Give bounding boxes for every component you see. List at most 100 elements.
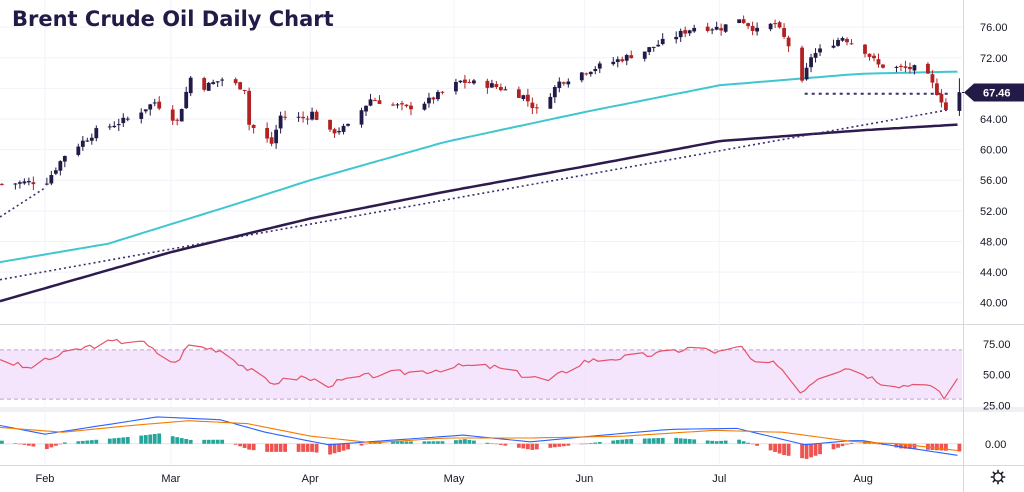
candle	[85, 137, 90, 142]
macd-histogram-bar	[170, 436, 175, 444]
macd-histogram-bar	[337, 443, 341, 452]
macd-histogram-bar	[332, 443, 337, 454]
macd-histogram-bar	[301, 443, 305, 452]
candle	[800, 45, 804, 83]
candle-body	[157, 101, 162, 109]
macd-histogram-bar	[364, 443, 368, 445]
panel-divider	[0, 407, 1024, 412]
candle-body	[422, 103, 427, 110]
candle-body	[436, 91, 440, 100]
candle	[557, 77, 562, 93]
price-tick-label: 44.00	[980, 267, 1008, 279]
candle-body	[346, 123, 350, 126]
candle-body	[310, 111, 314, 120]
macd-histogram-bar	[494, 443, 499, 445]
price-candles	[0, 15, 962, 191]
candle-body	[485, 80, 490, 88]
candle-body	[521, 95, 526, 100]
candle-body	[746, 23, 751, 27]
candle-body	[557, 81, 562, 88]
candle-body	[80, 140, 85, 147]
candle-body	[112, 125, 117, 128]
candle	[912, 64, 917, 75]
macd-histogram-bar	[939, 443, 944, 451]
candle-body	[831, 45, 836, 48]
candle-body	[220, 79, 225, 81]
macd-histogram-bar	[930, 443, 935, 451]
candle	[516, 86, 521, 98]
price-tick-label: 60.00	[980, 145, 1008, 157]
macd-histogram-bar	[548, 443, 553, 448]
candle-body	[674, 36, 679, 40]
candle-body	[58, 161, 63, 171]
candle-body	[876, 59, 881, 65]
candle	[489, 79, 494, 88]
macd-histogram-bar	[409, 441, 413, 444]
macd-tick-label: 0.00	[985, 439, 1006, 451]
candle	[930, 70, 935, 89]
macd-histogram-bar	[719, 440, 724, 444]
candle	[368, 93, 373, 107]
macd-histogram-bar	[440, 441, 445, 444]
macd-histogram-bar	[62, 442, 67, 444]
candle	[804, 63, 809, 81]
candle-body	[359, 110, 364, 125]
macd-histogram-bar	[552, 443, 557, 448]
macd-histogram-bar	[912, 443, 917, 450]
candle	[552, 85, 557, 104]
candle	[656, 40, 661, 47]
macd-histogram-bar	[705, 440, 710, 444]
candle-body	[692, 27, 697, 32]
candle	[80, 136, 85, 151]
candle-body	[44, 183, 49, 185]
candle	[400, 100, 404, 111]
macd-histogram-bar	[283, 443, 288, 452]
settings-gear-icon[interactable]	[990, 469, 1006, 485]
macd-histogram-bar	[651, 438, 656, 444]
candle	[876, 53, 881, 68]
candle-body	[755, 27, 760, 32]
candle-body	[588, 71, 593, 75]
trendline-line	[0, 187, 46, 218]
candle	[768, 23, 773, 32]
macd-histogram-bar	[894, 443, 899, 448]
candle	[957, 78, 962, 116]
macd-histogram-bar	[107, 438, 112, 444]
candle-body	[593, 68, 598, 72]
macd-histogram-bar	[152, 434, 157, 444]
candle	[651, 46, 656, 52]
candle-body	[786, 37, 791, 47]
candle	[305, 115, 310, 125]
candle	[566, 78, 571, 88]
macd-histogram-bar	[76, 441, 81, 444]
candle-body	[872, 55, 876, 59]
candle	[561, 81, 566, 86]
candle-body	[768, 23, 773, 30]
candle	[431, 96, 436, 104]
macd-histogram-bar	[314, 443, 319, 453]
candle	[588, 71, 593, 77]
macd-histogram-bar	[525, 443, 530, 450]
candle	[409, 101, 413, 116]
candle	[467, 79, 472, 84]
candle	[215, 81, 220, 88]
macd-histogram-bar	[121, 437, 126, 444]
candle-body	[849, 43, 854, 45]
candle-body	[800, 47, 804, 81]
candle	[328, 119, 332, 132]
candle	[894, 65, 899, 73]
candle-body	[525, 94, 530, 102]
candle-body	[85, 140, 90, 142]
candle	[741, 15, 746, 24]
candle	[283, 110, 288, 121]
candle-body	[247, 90, 252, 125]
macd-histogram-bar	[809, 443, 813, 458]
macd-histogram-bar	[750, 443, 755, 445]
candle-body	[620, 59, 625, 62]
candle-body	[238, 82, 243, 90]
macd-histogram-bar	[463, 439, 467, 444]
candle-body	[737, 19, 742, 24]
macd-histogram-bar	[274, 443, 279, 452]
macd-panel: 0.00	[0, 416, 1006, 459]
macd-histogram-bar	[269, 443, 274, 452]
